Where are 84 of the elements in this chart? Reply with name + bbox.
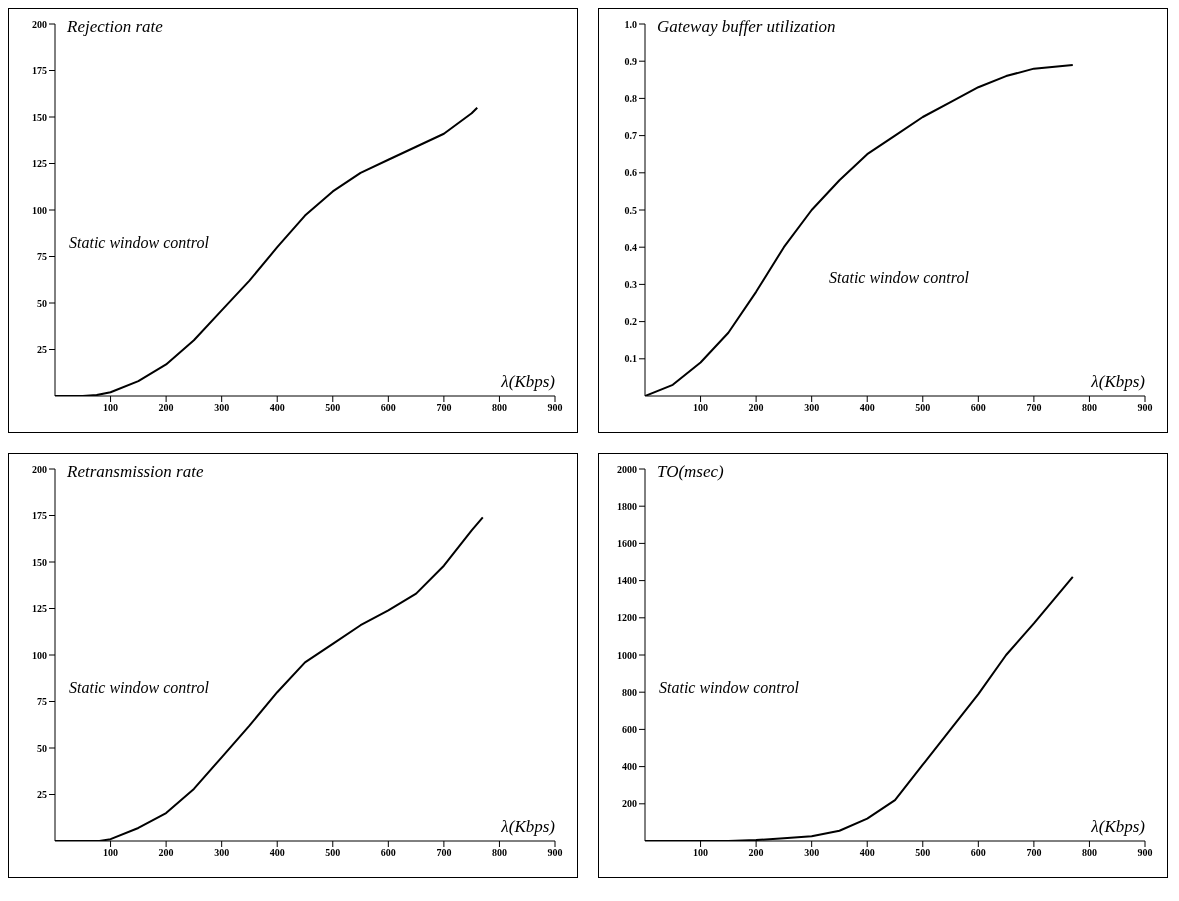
y-tick-label: 50 xyxy=(37,297,47,309)
y-tick-label: 0.4 xyxy=(624,241,637,253)
x-tick-label: 500 xyxy=(915,847,931,859)
x-tick-label: 400 xyxy=(269,402,285,414)
y-tick-label: 1600 xyxy=(617,537,637,549)
x-tick-label: 900 xyxy=(1137,402,1153,414)
x-tick-label: 800 xyxy=(1081,402,1097,414)
y-tick-label: 0.7 xyxy=(624,130,637,142)
annotation: Static window control xyxy=(69,679,209,697)
x-tick-label: 400 xyxy=(269,847,285,859)
x-tick-label: 100 xyxy=(103,402,119,414)
chart-title: Rejection rate xyxy=(67,17,163,37)
y-tick-label: 0.3 xyxy=(624,278,637,290)
y-tick-label: 75 xyxy=(37,696,47,708)
x-tick-label: 100 xyxy=(693,847,709,859)
y-tick-label: 0.6 xyxy=(624,167,637,179)
x-tick-label: 700 xyxy=(1026,402,1042,414)
x-tick-label: 800 xyxy=(491,847,507,859)
x-tick-label: 600 xyxy=(970,847,986,859)
y-tick-label: 100 xyxy=(32,649,47,661)
x-tick-label: 500 xyxy=(325,847,341,859)
y-tick-label: 75 xyxy=(37,251,47,263)
y-tick-label: 100 xyxy=(32,204,47,216)
y-tick-label: 2000 xyxy=(617,463,637,475)
y-tick-label: 125 xyxy=(32,603,47,615)
x-tick-label: 300 xyxy=(804,847,820,859)
y-tick-label: 125 xyxy=(32,158,47,170)
x-axis-title: λ(Kbps) xyxy=(501,372,555,392)
chart-title: Gateway buffer utilization xyxy=(657,17,836,37)
x-tick-label: 900 xyxy=(1137,847,1153,859)
annotation: Static window control xyxy=(829,269,969,287)
y-tick-label: 200 xyxy=(622,798,637,810)
x-tick-label: 100 xyxy=(103,847,119,859)
y-tick-label: 200 xyxy=(32,463,47,475)
x-tick-label: 200 xyxy=(158,847,174,859)
y-tick-label: 175 xyxy=(32,510,47,522)
x-tick-label: 500 xyxy=(915,402,931,414)
chart-title: TO(msec) xyxy=(657,462,724,482)
chart-title: Retransmission rate xyxy=(67,462,204,482)
x-tick-label: 600 xyxy=(380,402,396,414)
x-axis-title: λ(Kbps) xyxy=(1091,817,1145,837)
x-tick-label: 400 xyxy=(859,847,875,859)
annotation: Static window control xyxy=(69,234,209,252)
y-tick-label: 1200 xyxy=(617,612,637,624)
x-tick-label: 900 xyxy=(547,847,563,859)
y-tick-label: 0.8 xyxy=(624,92,637,104)
y-tick-label: 1400 xyxy=(617,575,637,587)
x-tick-label: 300 xyxy=(214,402,230,414)
annotation: Static window control xyxy=(659,679,799,697)
y-tick-label: 1800 xyxy=(617,500,637,512)
x-tick-label: 800 xyxy=(491,402,507,414)
x-tick-label: 200 xyxy=(748,402,764,414)
x-tick-label: 700 xyxy=(436,847,452,859)
y-tick-label: 25 xyxy=(37,344,47,356)
y-tick-label: 0.5 xyxy=(624,204,637,216)
x-tick-label: 800 xyxy=(1081,847,1097,859)
x-tick-label: 600 xyxy=(970,402,986,414)
y-tick-label: 150 xyxy=(32,111,47,123)
x-tick-label: 500 xyxy=(325,402,341,414)
y-tick-label: 200 xyxy=(32,18,47,30)
y-tick-label: 0.9 xyxy=(624,55,637,67)
y-tick-label: 0.2 xyxy=(624,316,637,328)
x-tick-label: 600 xyxy=(380,847,396,859)
x-tick-label: 700 xyxy=(436,402,452,414)
y-tick-label: 25 xyxy=(37,789,47,801)
y-tick-label: 150 xyxy=(32,556,47,568)
y-tick-label: 800 xyxy=(622,686,637,698)
x-tick-label: 300 xyxy=(804,402,820,414)
y-tick-label: 50 xyxy=(37,742,47,754)
y-tick-label: 600 xyxy=(622,723,637,735)
x-tick-label: 200 xyxy=(158,402,174,414)
y-tick-label: 1000 xyxy=(617,649,637,661)
x-tick-label: 300 xyxy=(214,847,230,859)
x-axis-title: λ(Kbps) xyxy=(501,817,555,837)
y-tick-label: 400 xyxy=(622,761,637,773)
y-tick-label: 0.1 xyxy=(624,353,637,365)
x-axis-title: λ(Kbps) xyxy=(1091,372,1145,392)
x-tick-label: 100 xyxy=(693,402,709,414)
y-tick-label: 1.0 xyxy=(624,18,637,30)
x-tick-label: 200 xyxy=(748,847,764,859)
y-tick-label: 175 xyxy=(32,65,47,77)
x-tick-label: 400 xyxy=(859,402,875,414)
x-tick-label: 700 xyxy=(1026,847,1042,859)
x-tick-label: 900 xyxy=(547,402,563,414)
